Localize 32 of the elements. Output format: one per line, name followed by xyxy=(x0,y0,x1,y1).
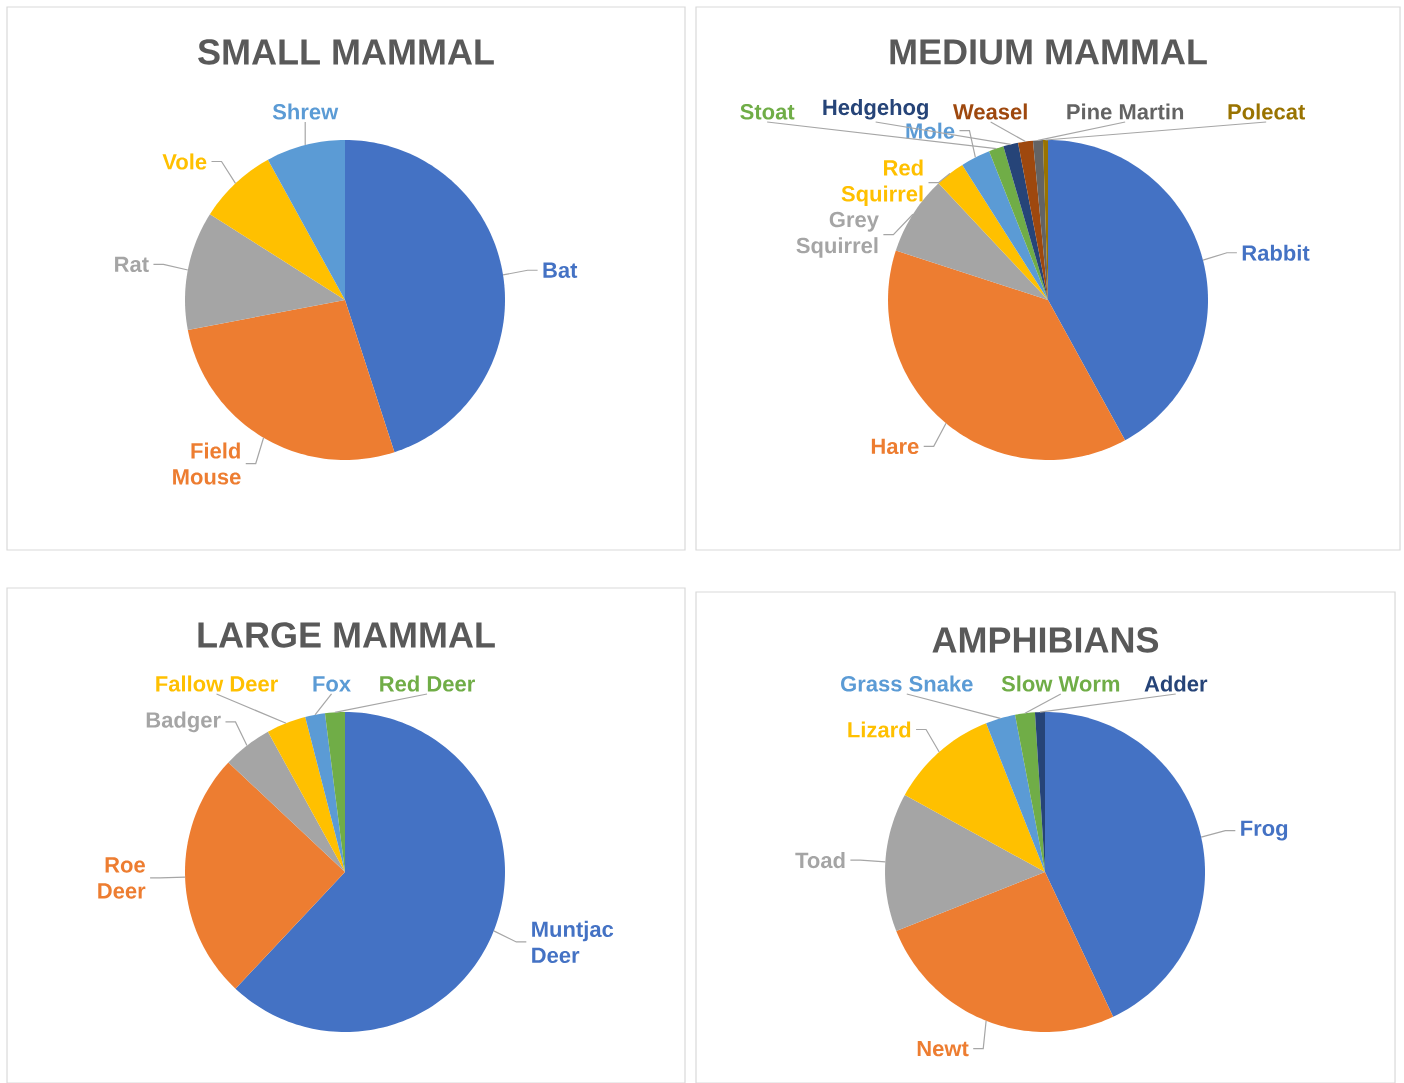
slice-label: Fallow Deer xyxy=(156,675,278,692)
slice-label: Weasel xyxy=(952,103,1027,120)
chart-title: AMPHIBIANS xyxy=(932,627,1159,653)
slice-label: Lizard xyxy=(848,721,911,738)
slice-label: Roe Deer xyxy=(98,857,146,899)
slice-label: Field Mouse xyxy=(173,442,241,485)
chart-title: MEDIUM MAMMAL xyxy=(890,39,1207,65)
slice-label: Muntjac Deer xyxy=(532,920,614,964)
slice-label: Newt xyxy=(917,1041,969,1057)
chart-title: SMALL MAMMAL xyxy=(198,39,494,65)
slice-label: Pine Martin xyxy=(1067,103,1184,120)
slice-label: Bat xyxy=(543,262,578,278)
slice-label: Grass Snake xyxy=(841,675,973,692)
slice-label: Grey Squirrel xyxy=(796,211,879,258)
slice-label: Vole xyxy=(162,153,207,170)
slice-label: Stoat xyxy=(740,104,795,120)
slice-label: Fox xyxy=(313,676,351,692)
slice-label: Rabbit xyxy=(1242,244,1310,261)
chart-title: LARGE MAMMAL xyxy=(198,622,495,648)
slice-label: Red Deer xyxy=(380,675,475,692)
slice-label: Hedgehog xyxy=(823,98,928,120)
slice-label: Mole xyxy=(906,122,955,139)
slice-label: Hare xyxy=(871,438,919,455)
slice-label: Toad xyxy=(795,852,845,869)
slice-label: Shrew xyxy=(272,103,339,120)
slice-label: Badger xyxy=(146,711,221,733)
slice-label: Adder xyxy=(1144,675,1208,692)
slice-label: Polecat xyxy=(1228,103,1306,120)
slice-label: Slow Worm xyxy=(1001,675,1120,692)
slice-label: Frog xyxy=(1241,820,1288,841)
slice-label: Rat xyxy=(115,256,149,273)
slice-label: Red Squirrel xyxy=(841,159,923,206)
